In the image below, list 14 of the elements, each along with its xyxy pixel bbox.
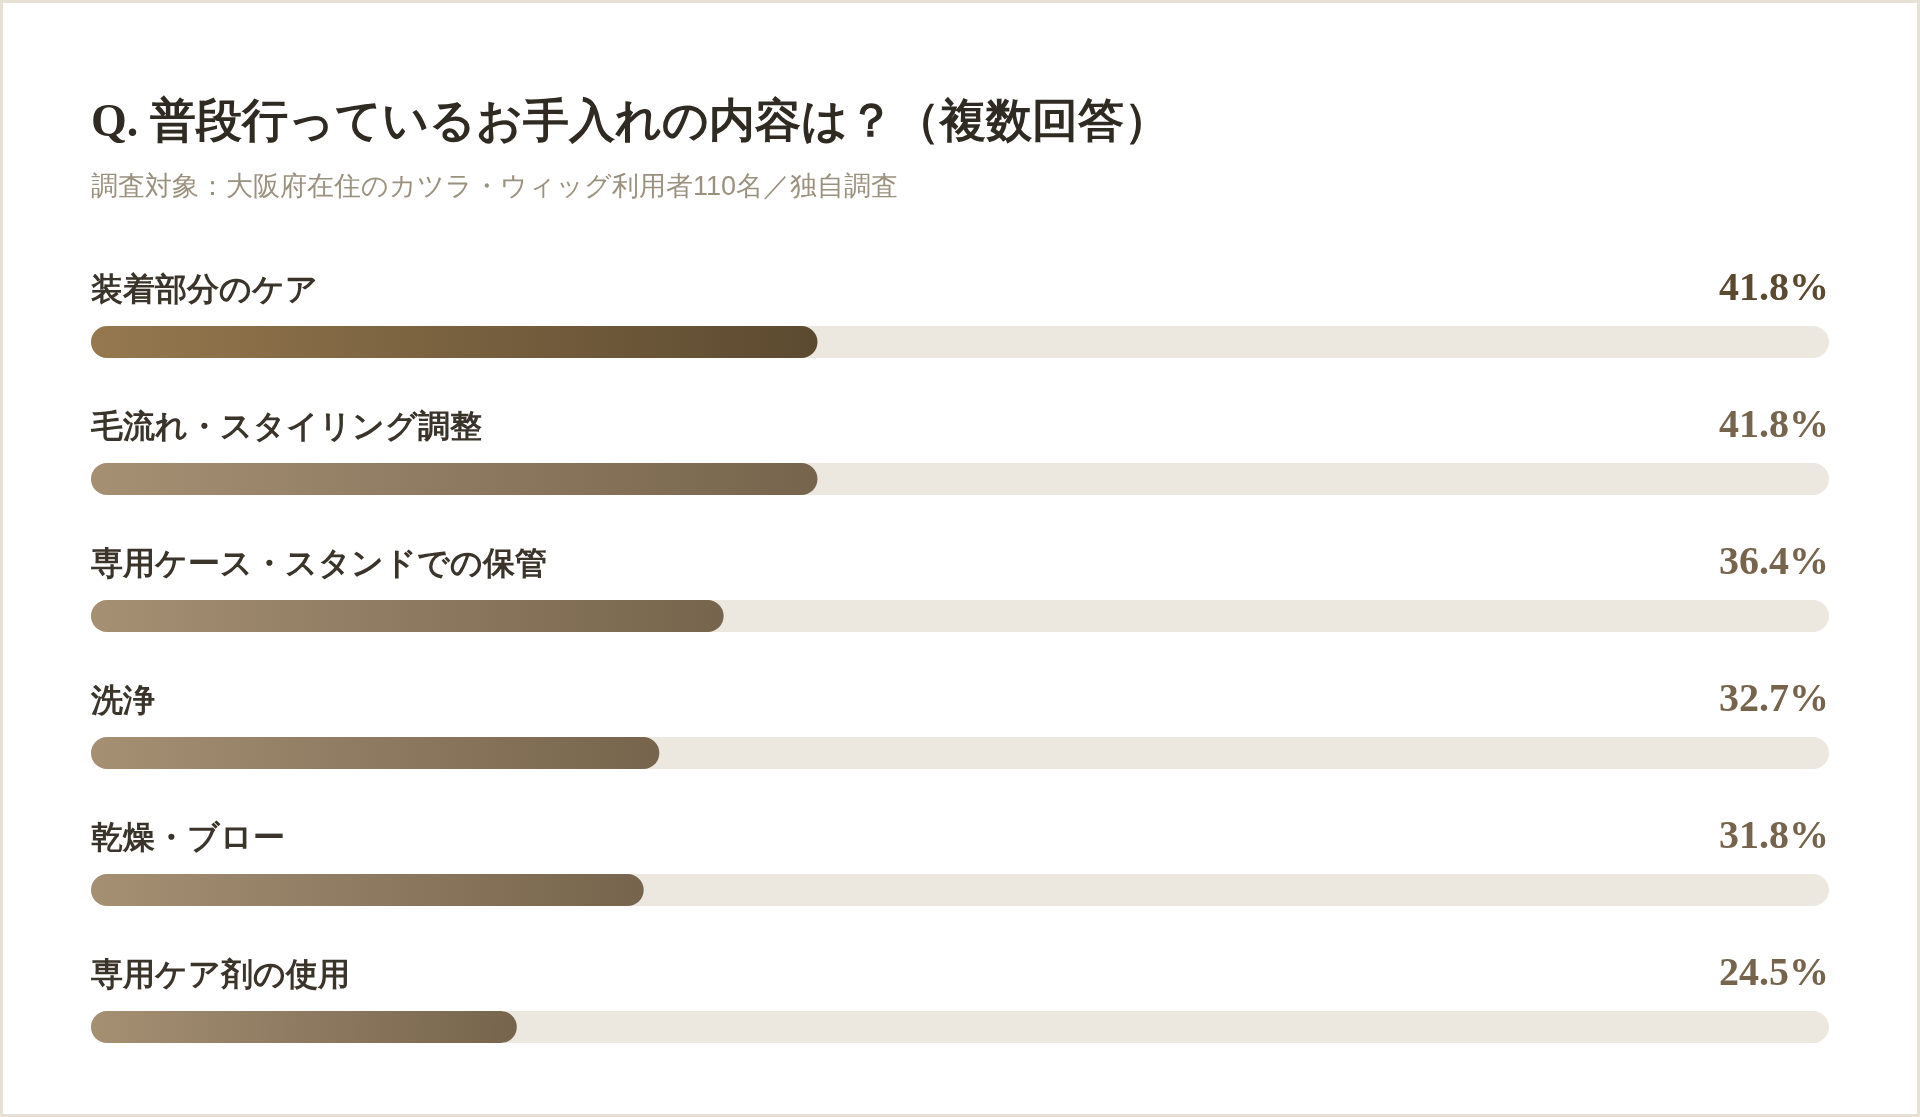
category-label: 洗浄 (91, 682, 155, 718)
category-label: 専用ケース・スタンドでの保管 (91, 545, 547, 581)
category-label: 装着部分のケア (91, 271, 318, 307)
category-label: 乾燥・ブロー (91, 819, 285, 855)
category-label: 専用ケア剤の使用 (91, 956, 350, 992)
value-label: 31.8% (1719, 812, 1829, 857)
title: Q. 普段行っているお手入れの内容は？（複数回答） (91, 95, 1170, 146)
value-label: 41.8% (1719, 401, 1829, 446)
value-label: 41.8% (1719, 264, 1829, 309)
value-label: 36.4% (1719, 538, 1829, 583)
category-label: 毛流れ・スタイリング調整 (91, 408, 482, 444)
subtitle: 調査対象：大阪府在住のカツラ・ウィッグ利用者110名／独自調査 (91, 171, 899, 201)
value-label: 32.7% (1719, 675, 1829, 720)
value-label: 24.5% (1719, 949, 1829, 994)
